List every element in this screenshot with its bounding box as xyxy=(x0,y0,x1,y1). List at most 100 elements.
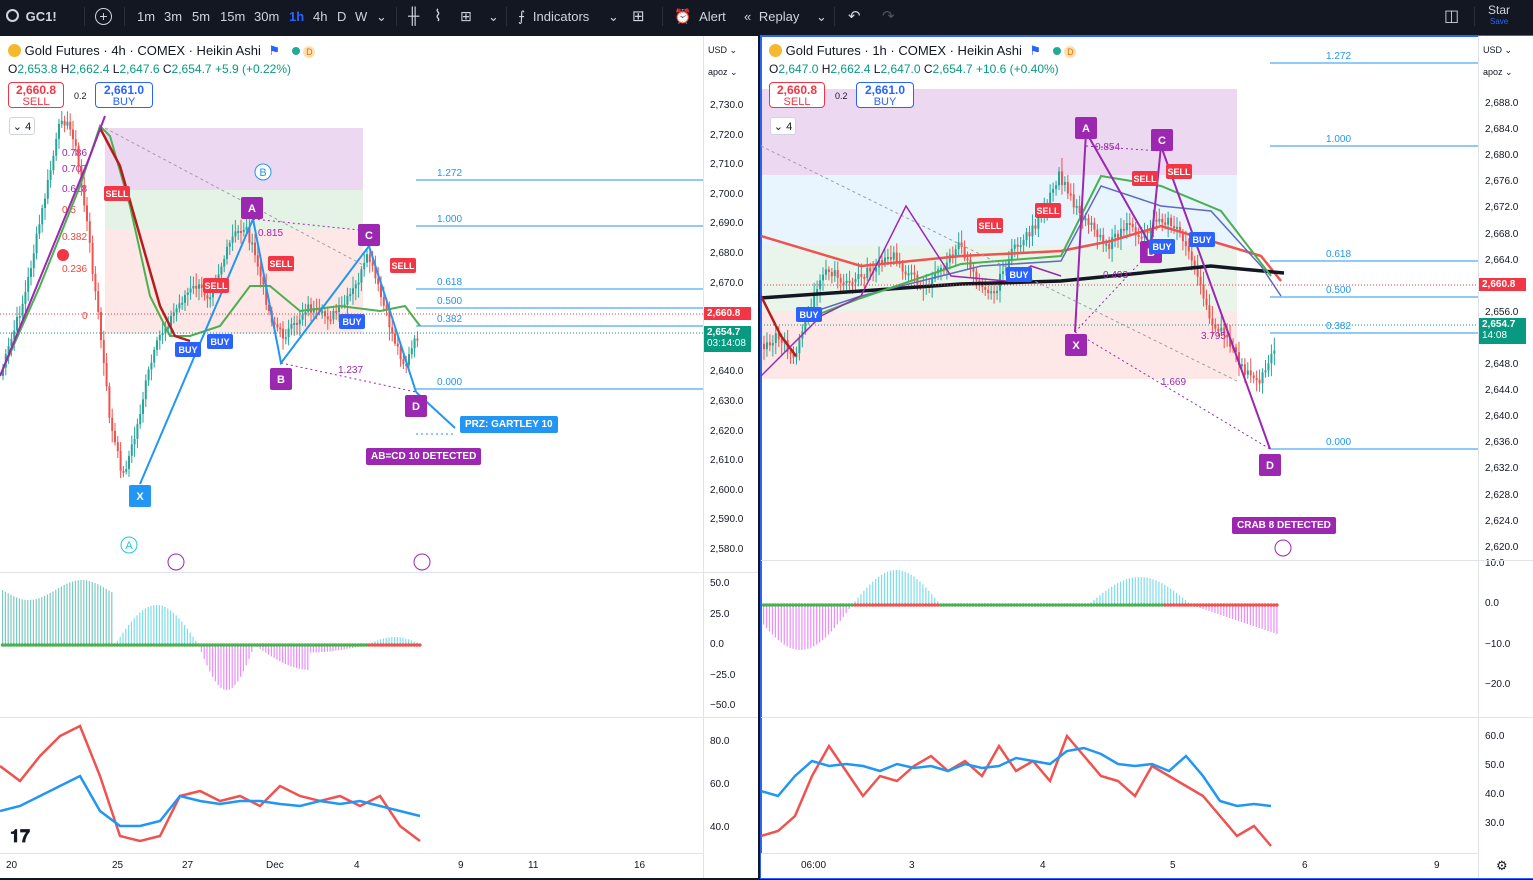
osc-bar xyxy=(1205,605,1207,610)
chart-legend-right[interactable]: Gold Futures · 1h · COMEX · Heikin Ashi … xyxy=(769,43,1077,59)
fib-label: 1.000 xyxy=(1326,134,1351,145)
candle xyxy=(18,315,21,318)
candle xyxy=(242,229,245,232)
indicators-count-toggle[interactable]: ⌄ 4 xyxy=(9,117,35,135)
timeframe-30m[interactable]: 30m xyxy=(254,9,280,24)
candle xyxy=(226,246,228,259)
timeframe-15m[interactable]: 15m xyxy=(220,9,246,24)
osc-bar xyxy=(220,645,222,688)
osc-dot xyxy=(853,603,857,607)
fib-label: 0.500 xyxy=(437,296,462,307)
timeframe-1m[interactable]: 1m xyxy=(137,9,156,24)
replay-button[interactable]: « Replay xyxy=(744,0,799,33)
buy-button[interactable]: 2,661.0 BUY xyxy=(856,82,914,108)
osc-dot xyxy=(826,603,831,607)
osc-dot xyxy=(1033,603,1037,607)
timeframe-dropdown[interactable]: ⌄ xyxy=(376,0,387,33)
osc-dot xyxy=(806,603,810,607)
undo-button[interactable]: ↶ xyxy=(848,0,861,33)
currency-selector[interactable]: USD ⌄ xyxy=(708,45,738,55)
price-axis-left[interactable]: USD ⌄ apoz ⌄ 2,730.0 2,720.0 2,710.0 2,700.… xyxy=(703,36,758,878)
timeframe-5m[interactable]: 5m xyxy=(192,9,211,24)
candle xyxy=(860,274,863,277)
timeframe-4h[interactable]: 4h xyxy=(313,9,328,24)
osc-bar xyxy=(1276,605,1278,634)
osc-bar xyxy=(77,580,79,645)
fib-level-label: 0 xyxy=(82,311,88,322)
chart-legend-left[interactable]: Gold Futures · 4h · COMEX · Heikin Ashi … xyxy=(8,43,316,59)
trade-signal-tag xyxy=(977,218,1003,233)
candle xyxy=(410,348,413,355)
sell-button[interactable]: 2,660.8 SELL xyxy=(769,82,825,108)
scale-selector[interactable]: apoz ⌄ xyxy=(708,67,738,77)
price-tick: 2,700.0 xyxy=(710,188,744,200)
chart-type-button[interactable]: ⌇ xyxy=(434,0,442,33)
search-icon xyxy=(6,9,19,22)
candle xyxy=(251,242,254,245)
indicators-count-toggle[interactable]: ⌄ 4 xyxy=(770,117,796,135)
save-button[interactable]: Save xyxy=(1490,17,1509,26)
chart-pane-left[interactable]: 1.272 1.000 0.618 0.500 0.382 0.000 0.786 0.707… xyxy=(0,36,758,878)
osc-dot xyxy=(17,643,22,647)
trade-signal-label: SELL xyxy=(105,189,129,199)
osc-dot xyxy=(252,643,257,647)
osc-bar xyxy=(1152,579,1154,605)
star-label[interactable]: Star xyxy=(1488,3,1511,17)
candle xyxy=(792,353,795,358)
osc-bar xyxy=(910,574,912,605)
time-axis-right[interactable]: 06:00 3 4 5 6 9 xyxy=(761,853,1478,878)
layout-split-button[interactable]: ◫ xyxy=(1444,0,1459,33)
price-axis-right[interactable]: USD ⌄ apoz ⌄ 2,688.0 2,684.0 2,680.0 2,676.… xyxy=(1478,36,1533,878)
chart-type-dropdown[interactable]: ⌄ xyxy=(488,0,499,33)
currency-selector[interactable]: USD ⌄ xyxy=(1483,45,1513,55)
pattern-point-label: A xyxy=(248,203,256,215)
osc-bar xyxy=(153,605,155,645)
templates-button[interactable]: ⊞ xyxy=(632,0,645,33)
buy-button[interactable]: 2,661.0 BUY xyxy=(95,82,153,108)
chart-canvas-left[interactable]: 1.272 1.000 0.618 0.500 0.382 0.000 0.786 0.707… xyxy=(0,36,703,853)
chevron-icon: ⌄ xyxy=(12,121,23,133)
timeframe-d[interactable]: D xyxy=(337,9,347,24)
osc-bar xyxy=(172,612,174,645)
replay-dropdown[interactable]: ⌄ xyxy=(816,0,827,33)
candle xyxy=(170,315,172,327)
indicators-button[interactable]: ⨍ Indicators xyxy=(518,0,589,33)
timeframe-1h[interactable]: 1h xyxy=(289,9,305,24)
osc-dot xyxy=(373,643,377,647)
time-axis-left[interactable]: 20 25 27 Dec 4 9 11 16 xyxy=(0,853,703,878)
osc-dot xyxy=(856,603,860,607)
chevron-down-icon: ⌄ xyxy=(376,9,387,24)
candle xyxy=(44,198,46,208)
osc-dot xyxy=(847,603,851,607)
layout-button[interactable]: ⊞ xyxy=(460,0,472,33)
candle xyxy=(130,444,133,456)
osc-dot xyxy=(378,643,383,647)
candle xyxy=(1187,246,1190,252)
chart-canvas-right[interactable]: 1.272 1.000 0.618 0.500 0.382 0.000 0.854 0.493… xyxy=(761,36,1478,853)
symbol-search[interactable]: GC1! xyxy=(6,0,57,33)
candle xyxy=(83,185,86,206)
candle xyxy=(161,333,164,336)
osc-dot xyxy=(98,643,103,647)
osc-dot xyxy=(163,643,167,647)
redo-button[interactable]: ↷ xyxy=(882,0,895,33)
timeframe-3m[interactable]: 3m xyxy=(164,9,183,24)
timeframe-w[interactable]: W xyxy=(355,9,368,24)
scale-selector[interactable]: apoz ⌄ xyxy=(1483,67,1513,77)
candle xyxy=(296,322,298,325)
osc-dot xyxy=(761,603,766,607)
indicators-dropdown[interactable]: ⌄ xyxy=(608,0,619,33)
osc-dot xyxy=(115,643,120,647)
osc-bar xyxy=(869,584,871,605)
osc-dot xyxy=(264,643,268,647)
sell-button[interactable]: 2,660.8 SELL xyxy=(8,82,64,108)
osc-dot xyxy=(1006,603,1011,607)
candle xyxy=(1196,267,1199,277)
alert-button[interactable]: ⏰ Alert xyxy=(674,0,726,33)
settings-gear-button[interactable]: ⚙ xyxy=(1496,858,1508,874)
osc-bar xyxy=(301,645,303,670)
compare-symbol-button[interactable]: + xyxy=(95,0,112,33)
bar-style-button[interactable]: ╫ xyxy=(408,0,419,33)
candle xyxy=(405,363,408,366)
chart-pane-right[interactable]: 1.272 1.000 0.618 0.500 0.382 0.000 0.854 0.493… xyxy=(760,35,1533,879)
